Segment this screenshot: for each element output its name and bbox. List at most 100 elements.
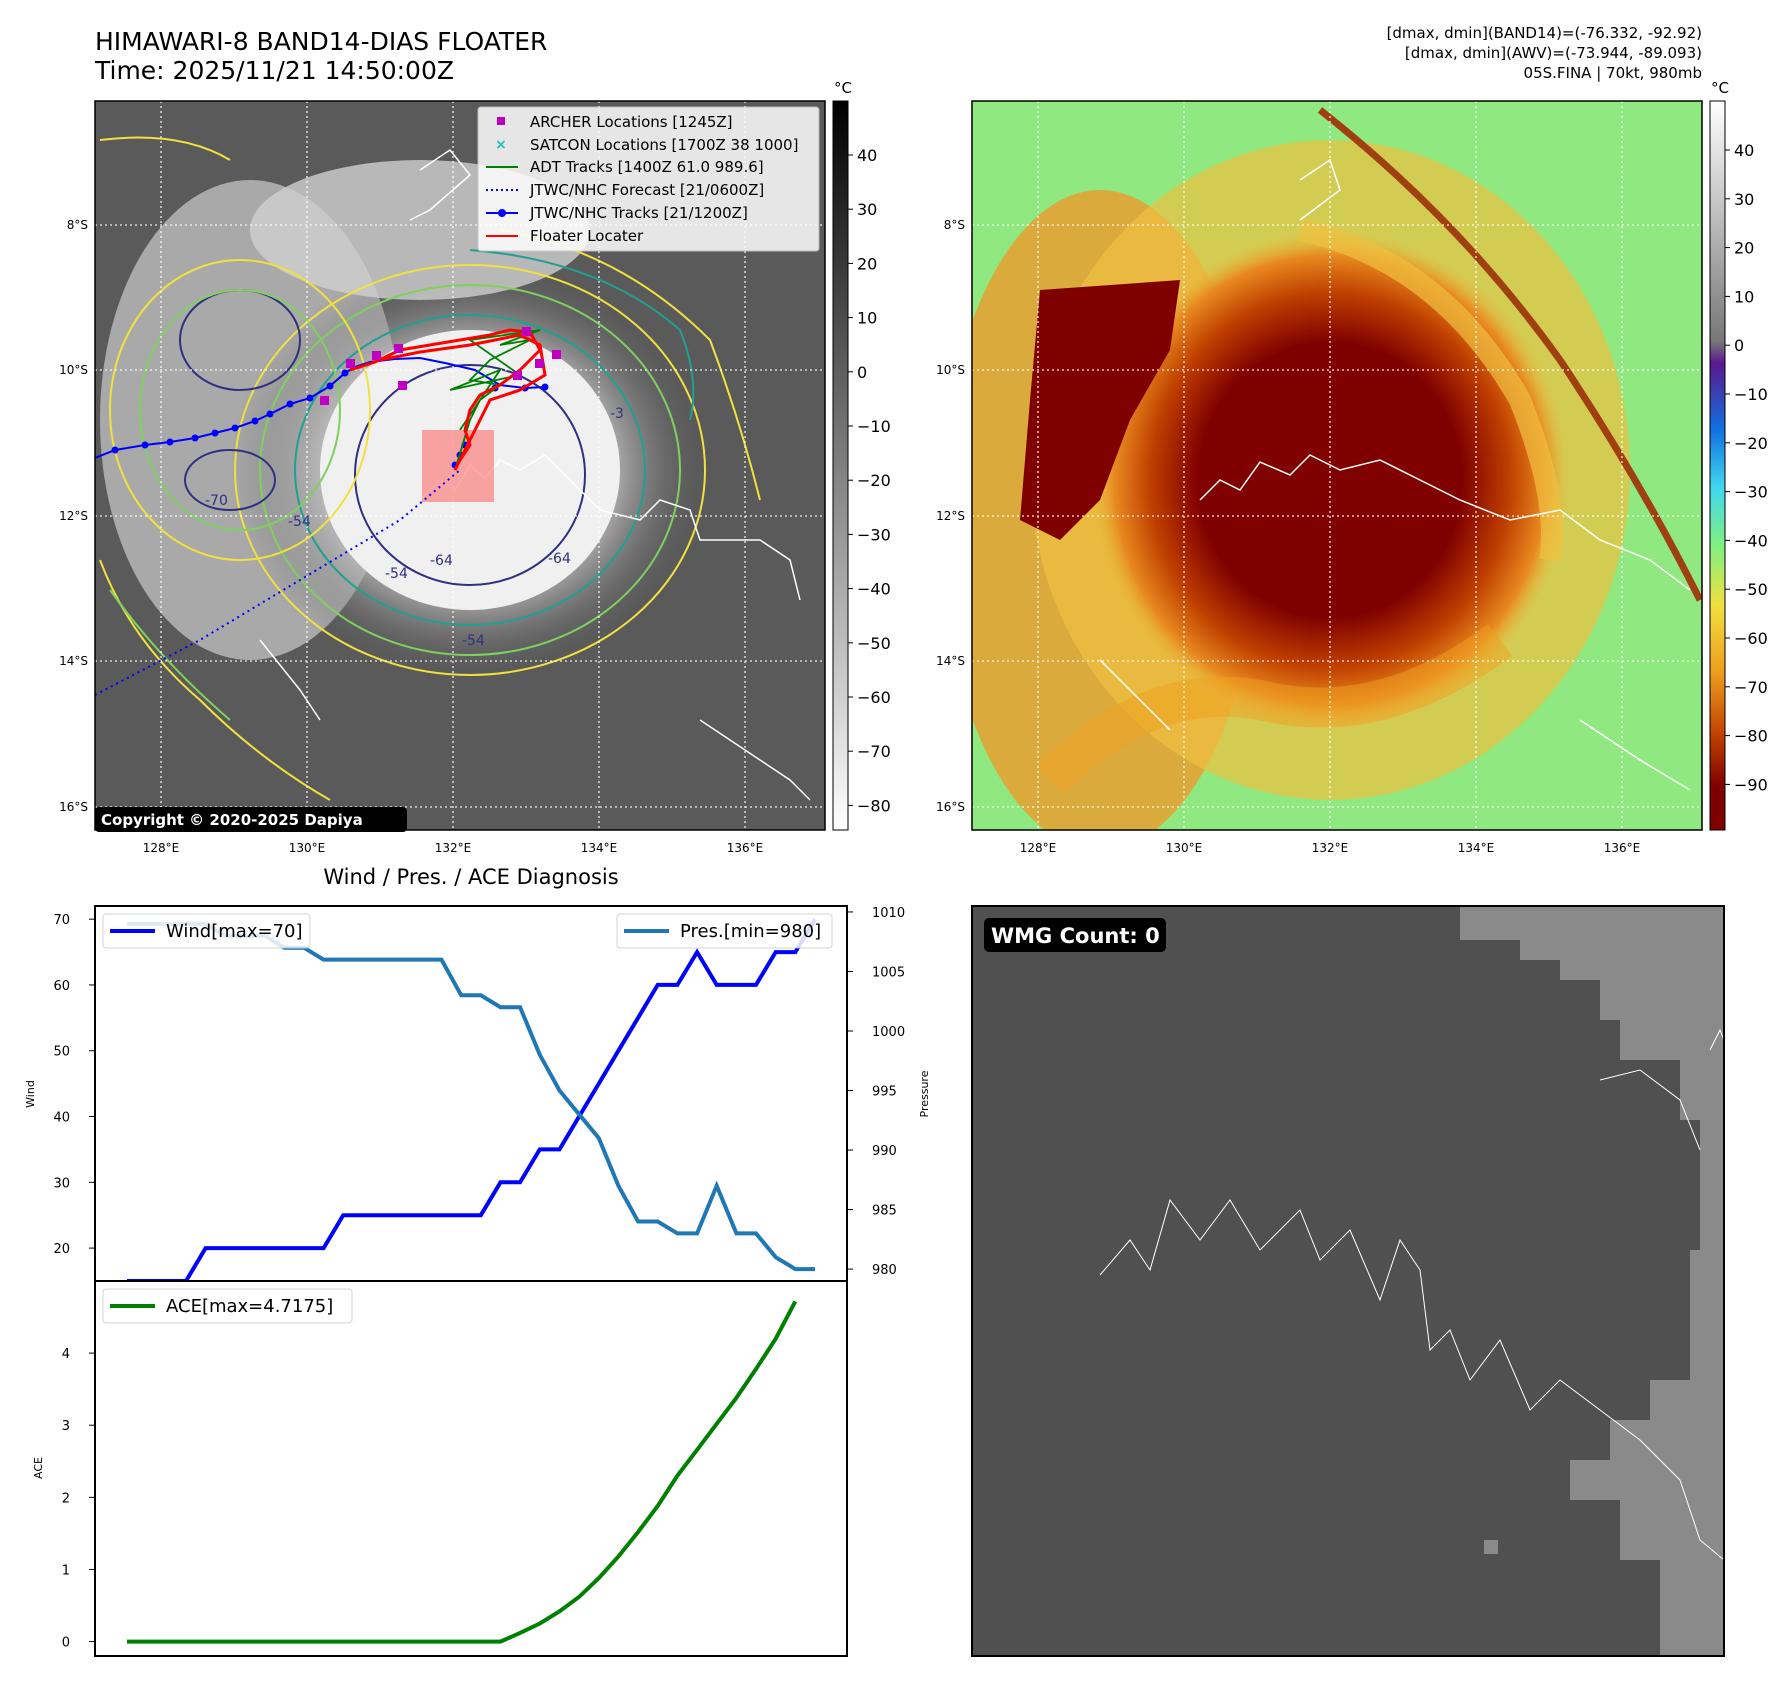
lon-label-128e: 128°E — [143, 841, 180, 855]
ace-tick-label: 2 — [62, 1491, 70, 1506]
adt-track — [449, 329, 541, 471]
wind-axis-ticks: 20 30 40 50 60 70 — [53, 913, 95, 1257]
colorbar-tick-label: −90 — [1734, 775, 1768, 794]
wind-tick-label: 70 — [53, 913, 70, 928]
wmg-panel: WMG Count: 0 — [971, 905, 1725, 1657]
legend-satcon: SATCON Locations [1700Z 38 1000] — [530, 136, 798, 154]
wind-tick-label: 20 — [53, 1242, 70, 1257]
colorbar-tick-label: −70 — [857, 742, 891, 761]
lon-label-132e: 132°E — [435, 841, 472, 855]
info-awv-range: [dmax, dmin](AWV)=(-73.944, -89.093) — [1405, 44, 1702, 62]
colorbar-right-ticks: 40 30 20 10 0 −10 −20 −30 −40 −50 −60 −70 −80 −90 — [1725, 141, 1768, 794]
wmg-count-label: WMG Count: 0 — [991, 924, 1160, 948]
lon-label-136e: 136°E — [727, 841, 764, 855]
legend-satcon-marker: × — [495, 137, 507, 153]
ace-tick-label: 1 — [62, 1563, 70, 1578]
colorbar-tick-label: 0 — [1734, 336, 1744, 355]
colorbar-tick-label: 30 — [1734, 190, 1754, 209]
ace-line — [127, 1300, 798, 1644]
info-band14-range: [dmax, dmin](BAND14)=(-76.332, -92.92) — [1387, 24, 1702, 42]
ace-legend-box — [102, 1288, 353, 1324]
colorbar-left — [832, 100, 849, 831]
legend-jtwc: JTWC/NHC Tracks [21/1200Z] — [529, 204, 748, 222]
colorbar-tick-label: −20 — [857, 471, 891, 490]
wind-line — [127, 918, 817, 1283]
jtwc-track — [95, 356, 546, 459]
pressure-tick-label: 985 — [872, 1204, 897, 1219]
colorbar-tick-label: 10 — [857, 309, 877, 328]
ace-axis-label: ACE — [32, 1457, 45, 1479]
lat-label-10s: 10°S — [59, 363, 88, 377]
colorbar-tick-label: 10 — [1734, 287, 1754, 306]
wind-tick-label: 60 — [53, 979, 70, 994]
right-lat-label-10s: 10°S — [936, 363, 965, 377]
right-lat-label-8s: 8°S — [944, 218, 965, 232]
colorbar-tick-label: −80 — [1734, 727, 1768, 746]
colorbar-tick-label: −70 — [1734, 678, 1768, 697]
contour-label-3: -64 — [548, 551, 571, 567]
colorbar-tick-label: −10 — [857, 417, 891, 436]
pressure-tick-label: 1005 — [872, 965, 905, 980]
lon-label-130e: 130°E — [289, 841, 326, 855]
pressure-tick-label: 1010 — [872, 906, 905, 921]
copyright-box — [95, 807, 407, 832]
right-lat-label-14s: 14°S — [936, 654, 965, 668]
colorbar-tick-label: −20 — [1734, 434, 1768, 453]
colorbar-tick-label: 20 — [1734, 239, 1754, 258]
ir-map-right: 8°S 10°S 12°S 14°S 16°S 128°E 130°E 132°… — [936, 79, 1768, 855]
colorbar-right — [1709, 100, 1726, 831]
ace-tick-label: 0 — [62, 1636, 70, 1651]
map-legend: ARCHER Locations [1245Z] × SATCON Locati… — [477, 106, 820, 252]
lat-label-14s: 14°S — [59, 654, 88, 668]
colorbar-tick-label: −40 — [1734, 531, 1768, 550]
archer-points — [320, 327, 561, 405]
lon-label-134e: 134°E — [581, 841, 618, 855]
right-lon-label-134e: 134°E — [1458, 841, 1495, 855]
pressure-legend-box — [616, 913, 833, 949]
colorbar-tick-label: 40 — [1734, 141, 1754, 160]
colorbar-tick-label: −60 — [857, 688, 891, 707]
colorbar-tick-label: −50 — [1734, 580, 1768, 599]
legend-archer: ARCHER Locations [1245Z] — [530, 113, 733, 131]
colorbar-tick-label: 20 — [857, 254, 877, 273]
colorbar-tick-label: −30 — [1734, 483, 1768, 502]
contour-label-0: -54 — [288, 514, 311, 530]
wind-tick-label: 30 — [53, 1176, 70, 1191]
right-lon-label-130e: 130°E — [1166, 841, 1203, 855]
wind-legend-box — [102, 913, 311, 949]
pressure-axis-label: Pressure — [918, 1070, 931, 1117]
right-lon-label-136e: 136°E — [1604, 841, 1641, 855]
right-lat-label-12s: 12°S — [936, 509, 965, 523]
colorbar-tick-label: −80 — [857, 796, 891, 815]
legend-forecast: JTWC/NHC Forecast [21/0600Z] — [529, 181, 764, 199]
ace-tick-label: 4 — [62, 1347, 70, 1362]
contour-label-5: -54 — [462, 633, 485, 649]
wind-pressure-chart: 20 30 40 50 60 70 980 985 990 995 1000 1005 1010 Wi… — [24, 905, 931, 1283]
contour-label-1: -70 — [205, 493, 228, 509]
copyright-text: Copyright © 2020-2025 Dapiya — [101, 811, 363, 829]
right-lat-label-16s: 16°S — [936, 800, 965, 814]
forecast-track — [95, 469, 461, 696]
colorbar-tick-label: −50 — [857, 634, 891, 653]
colorbar-tick-label: −30 — [857, 525, 891, 544]
wind-axis-label: Wind — [24, 1080, 37, 1108]
pressure-tick-label: 995 — [872, 1085, 897, 1100]
figure-time: Time: 2025/11/21 14:50:00Z — [94, 56, 454, 85]
lat-label-16s: 16°S — [59, 800, 88, 814]
info-storm: 05S.FINA | 70kt, 980mb — [1524, 64, 1702, 82]
pressure-tick-label: 980 — [872, 1263, 897, 1278]
colorbar-left-unit: °C — [834, 79, 852, 97]
legend-floater: Floater Locater — [530, 227, 644, 245]
pressure-legend-label: Pres.[min=980] — [680, 921, 821, 942]
ace-tick-label: 3 — [62, 1419, 70, 1434]
diagnosis-title: Wind / Pres. / ACE Diagnosis — [323, 865, 618, 889]
pressure-axis-ticks: 980 985 990 995 1000 1005 1010 — [847, 906, 905, 1278]
contour-label-2: -54 — [385, 566, 408, 582]
wind-tick-label: 50 — [53, 1045, 70, 1060]
contour-label-6: -3 — [610, 406, 624, 422]
right-lon-label-128e: 128°E — [1020, 841, 1057, 855]
colorbar-right-unit: °C — [1711, 79, 1729, 97]
contour-label-4: -64 — [430, 553, 453, 569]
floater-track — [349, 328, 547, 471]
